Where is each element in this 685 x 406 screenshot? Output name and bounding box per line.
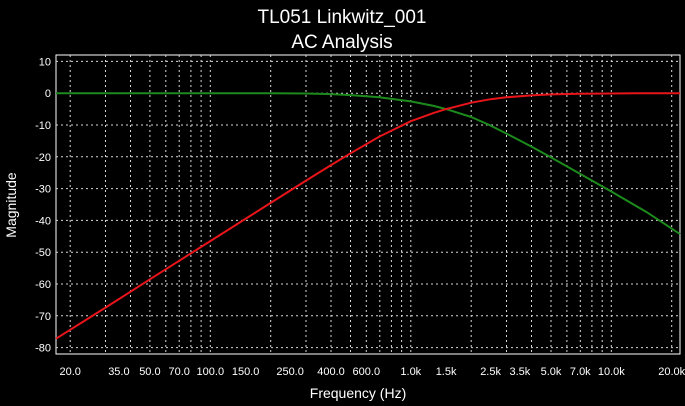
x-tick-label: 2.5k [480,366,501,378]
y-tick-label: -20 [35,152,51,164]
x-tick-label: 7.0k [570,366,591,378]
plot-area [55,54,681,355]
y-tick-label: -10 [35,120,51,132]
y-tick-label: -50 [35,247,51,259]
x-tick-label: 1.5k [436,366,457,378]
y-tick-label: -30 [35,184,51,196]
x-tick-label: 70.0 [168,366,189,378]
x-tick-label: 20.0k [658,366,685,378]
x-tick-label: 10.0k [598,366,625,378]
chart-title: TL051 Linkwitz_001 [258,7,427,28]
series-layer [55,92,681,340]
y-tick-label: -60 [35,279,51,291]
y-tick-label: -80 [35,343,51,355]
x-tick-label: 35.0 [108,366,129,378]
x-tick-label: 20.0 [59,366,80,378]
y-tick-label: 10 [39,56,51,68]
x-tick-label: 600.0 [353,366,381,378]
series-line-2 [55,92,680,340]
x-axis-label: Frequency (Hz) [310,385,406,401]
x-tick-label: 3.5k [510,366,531,378]
x-tick-label: 50.0 [139,366,160,378]
y-axis-label: Magnitude [3,172,19,238]
series-line-1 [56,92,681,235]
y-tick-label: -70 [35,311,51,323]
x-tick-label: 250.0 [276,366,304,378]
x-tick-label: 5.0k [541,366,562,378]
x-tick-label: 100.0 [197,366,225,378]
x-tick-label: 150.0 [232,366,260,378]
y-tick-label: 0 [45,88,51,100]
y-tick-label: -40 [35,215,51,227]
chart-subtitle: AC Analysis [291,32,392,53]
x-tick-label: 1.0k [400,366,421,378]
tick-labels: 10 0 -10 -20 -30 -40 -50 -60 -70 -80 20.0 35.0 50.0 7… [35,56,685,378]
x-tick-label: 400.0 [317,366,345,378]
